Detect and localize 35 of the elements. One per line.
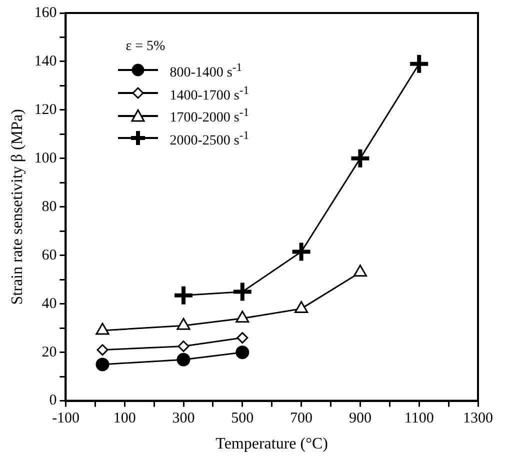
- point: [176, 352, 190, 366]
- x-tick-label: -100: [52, 410, 80, 427]
- point: [408, 52, 430, 75]
- point: [172, 284, 194, 306]
- x-axis-title: Temperature (°C): [216, 436, 328, 453]
- legend-label: 1700-2000 s$^{-1}$: [170, 105, 250, 127]
- x-tick-label: 100: [113, 410, 136, 427]
- legend-title: ε = 5%: [126, 38, 166, 55]
- y-tick-label: 20: [42, 344, 57, 360]
- y-tick-label: 140: [34, 53, 57, 70]
- y-tick-label: 160: [34, 4, 57, 21]
- x-tick-label: 700: [290, 410, 313, 427]
- point: [349, 147, 372, 170]
- point: [178, 340, 190, 352]
- x-tick-label: 900: [348, 410, 372, 427]
- point: [96, 344, 108, 356]
- x-tick-label: 300: [172, 410, 195, 427]
- point: [290, 240, 312, 263]
- y-tick-label: 100: [34, 150, 57, 166]
- y-tick-label: 80: [42, 198, 57, 215]
- y-tick-label: 120: [34, 102, 57, 118]
- legend-label: 1400-1700 s$^{-1}$: [170, 82, 250, 104]
- point: [231, 280, 254, 303]
- x-tick-label: 500: [231, 410, 254, 427]
- x-tick-label: 1100: [404, 410, 434, 427]
- point: [236, 332, 248, 344]
- point: [236, 346, 250, 360]
- y-tick-label: 60: [42, 247, 57, 264]
- x-tick-label: 1300: [463, 410, 493, 427]
- y-tick-label: 40: [42, 296, 57, 312]
- point: [96, 358, 110, 372]
- legend-label: 2000-2500 s$^{-1}$: [170, 128, 250, 150]
- legend-label: 800-1400 s$^{-1}$: [170, 60, 242, 82]
- y-axis-title: Strain rate sensetivity β (MPa): [8, 109, 26, 305]
- y-tick-label: 0: [49, 392, 57, 409]
